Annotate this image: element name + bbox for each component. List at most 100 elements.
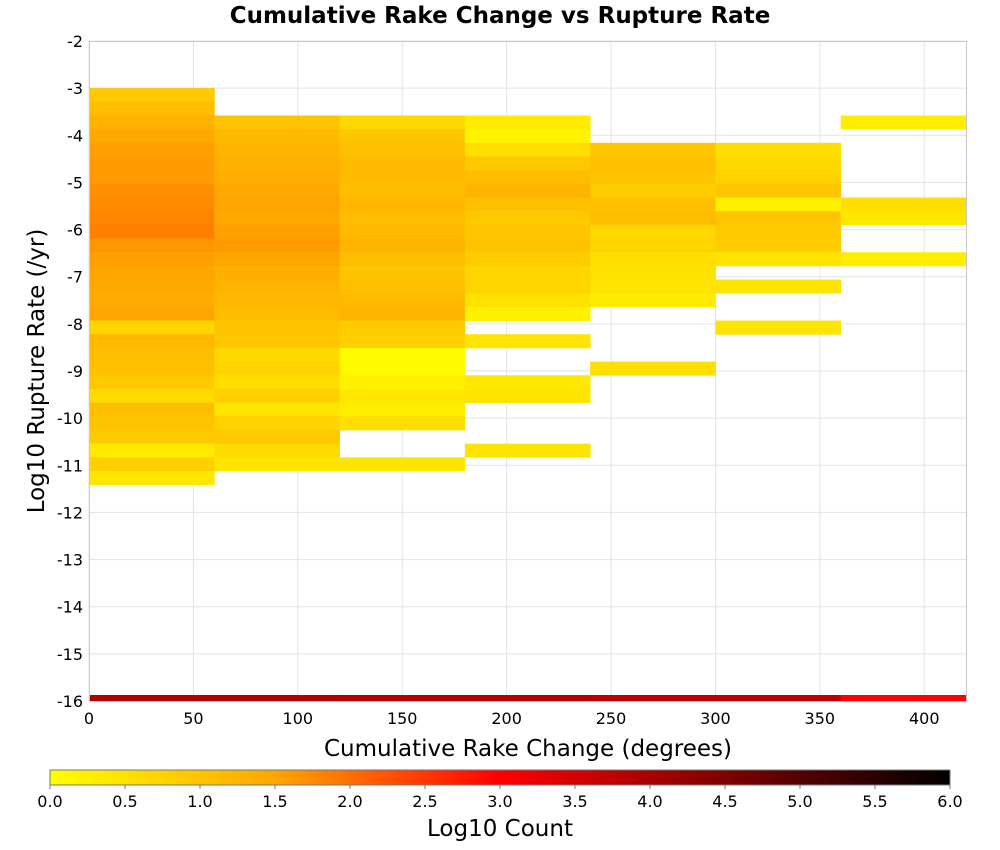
heatmap-cell (214, 375, 340, 390)
heatmap-cell (89, 88, 215, 103)
heatmap-cell (89, 429, 215, 444)
heatmap-cell (464, 115, 591, 130)
heatmap-cell (590, 361, 716, 376)
heatmap-cell (214, 170, 340, 185)
heatmap-cell (214, 293, 340, 308)
heatmap-cells (89, 88, 967, 486)
x-tick-label: 150 (387, 709, 418, 728)
colorbar-tick-labels: 0.0 0.5 1.0 1.5 2.0 2.5 3.0 3.5 4.0 4.5 5.0 5.5 6.0 (37, 785, 963, 811)
heatmap-cell (590, 224, 716, 239)
heatmap-cell (214, 416, 340, 431)
y-tick-label: -13 (57, 551, 83, 570)
heatmap-cell (89, 443, 215, 458)
y-tick-label: -3 (67, 79, 83, 98)
heatmap-cell (214, 224, 340, 239)
colorbar-tick-label: 3.0 (487, 792, 512, 811)
heatmap-cell (339, 183, 466, 198)
heatmap-cell (214, 457, 340, 472)
heatmap-cell (89, 320, 215, 335)
y-tick-label: -11 (57, 456, 83, 475)
chart-title: Cumulative Rake Change vs Rupture Rate (230, 3, 771, 29)
colorbar (49, 769, 951, 786)
heatmap-cell (214, 388, 340, 403)
y-tick-label: -14 (57, 598, 83, 617)
heatmap-cell (715, 279, 842, 294)
heatmap-cell (214, 238, 340, 253)
heatmap-cell (214, 115, 340, 130)
heatmap-cell (89, 224, 215, 239)
x-tick-label: 200 (491, 709, 522, 728)
heatmap-cell (464, 183, 591, 198)
heatmap-cell (590, 170, 716, 185)
heatmap-cell (464, 238, 591, 253)
heatmap-cell (89, 388, 215, 403)
y-tick-label: -16 (57, 692, 83, 711)
heatmap-cell (89, 375, 215, 390)
heatmap-cell (464, 293, 591, 308)
heatmap-cell (339, 238, 466, 253)
heatmap-cell (590, 197, 716, 212)
colorbar-tick-label: 3.5 (562, 792, 587, 811)
heatmap-cell (339, 306, 466, 321)
heatmap-cell (715, 142, 842, 157)
colorbar-tick-label: 1.5 (262, 792, 287, 811)
heatmap-cell (840, 115, 967, 130)
heatmap-cell (214, 197, 340, 212)
heatmap-cell (840, 252, 967, 267)
y-tick-label: -15 (57, 645, 83, 664)
y-tick-label: -12 (57, 503, 83, 522)
heatmap-cell (339, 457, 466, 472)
heatmap-cell (214, 361, 340, 376)
heatmap-cell (339, 279, 466, 294)
heatmap-cell (89, 115, 215, 130)
colorbar-tick-label: 6.0 (937, 792, 962, 811)
heatmap-cell (89, 252, 215, 267)
heatmap-cell (464, 334, 591, 349)
heatmap-cell (89, 470, 215, 486)
heatmap-cell (89, 306, 215, 321)
heatmap-cell (89, 156, 215, 171)
heatmap-cell (339, 402, 466, 417)
x-tick-label: 400 (909, 709, 940, 728)
heatmap-cell (464, 170, 591, 185)
heatmap-cell (89, 457, 215, 472)
y-tick-label: -2 (67, 32, 83, 51)
x-tick-label: 50 (183, 709, 203, 728)
y-tick-label: -10 (57, 409, 83, 428)
heatmap-cell (89, 197, 215, 212)
heatmap-cell (339, 211, 466, 226)
heatmap-cell (715, 224, 842, 239)
heatmap-cell (89, 129, 215, 144)
heatmap-cell (89, 334, 215, 349)
heatmap-cell (339, 115, 466, 130)
heatmap-cell (339, 170, 466, 185)
heatmap-cell (339, 265, 466, 280)
heatmap-cell (339, 388, 466, 403)
heatmap-cell (715, 238, 842, 253)
colorbar-tick-label: 0.5 (112, 792, 137, 811)
heatmap-cell (214, 211, 340, 226)
colorbar-tick-label: 5.5 (862, 792, 887, 811)
heatmap-cell (339, 320, 466, 335)
heatmap-cell (89, 293, 215, 308)
heatmap-cell (89, 265, 215, 280)
heatmap-cell (89, 347, 215, 362)
x-axis-label: Cumulative Rake Change (degrees) (324, 736, 732, 762)
bottom-strip-cell (590, 695, 716, 701)
heatmap-cell (214, 279, 340, 294)
heatmap-cell (89, 402, 215, 417)
heatmap-cell (339, 416, 466, 431)
colorbar-tick-label: 4.0 (637, 792, 662, 811)
heatmap-cell (464, 197, 591, 212)
heatmap-cell (89, 238, 215, 253)
heatmap-cell (590, 238, 716, 253)
bottom-strip-cell (339, 695, 466, 701)
heatmap-cell (214, 306, 340, 321)
heatmap-cell (464, 279, 591, 294)
heatmap-cell (214, 142, 340, 157)
heatmap-cell (214, 156, 340, 171)
heatmap-cell (89, 361, 215, 376)
heatmap-cell (339, 224, 466, 239)
heatmap-cell (339, 334, 466, 349)
